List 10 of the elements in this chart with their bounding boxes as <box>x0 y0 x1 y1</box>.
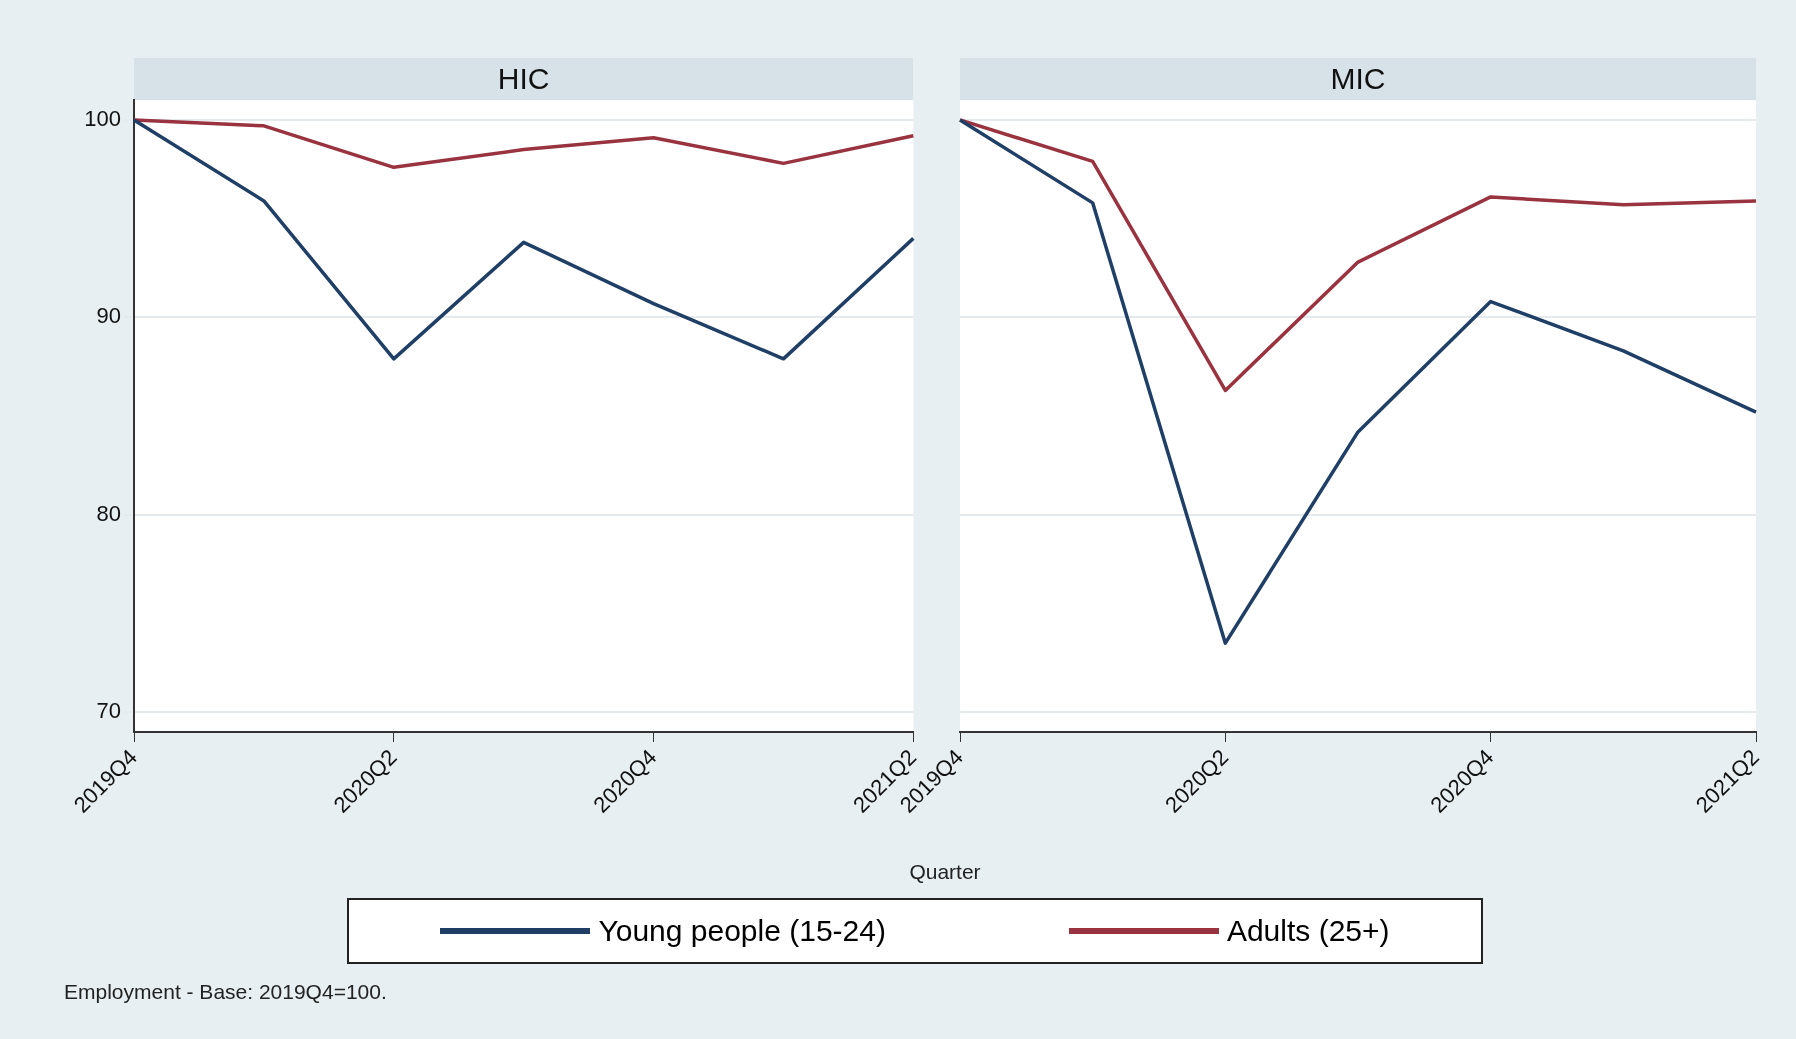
x-axis-title: Quarter <box>909 860 981 884</box>
chart-title: HIC <box>134 58 914 100</box>
y-tick-label: 80 <box>96 500 121 526</box>
legend-label: Adults (25+) <box>1226 914 1390 948</box>
y-tick-label: 100 <box>84 105 121 131</box>
chart-title: MIC <box>960 58 1756 100</box>
y-tick-label: 70 <box>96 698 121 724</box>
text: Employment - Base: 2019Q4=100. <box>64 980 387 1004</box>
legend-label: Young people (15-24) <box>598 914 886 948</box>
y-tick-label: 90 <box>96 303 121 329</box>
